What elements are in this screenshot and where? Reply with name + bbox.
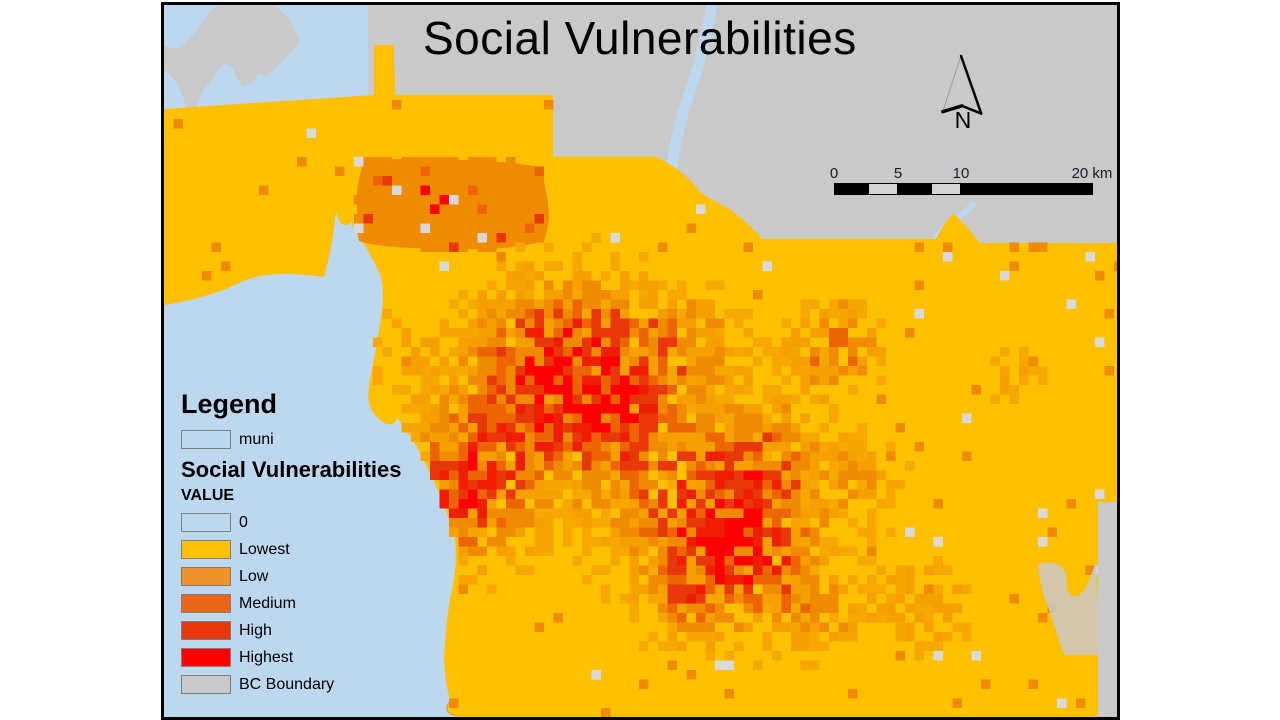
svg-text:N: N <box>955 107 972 128</box>
